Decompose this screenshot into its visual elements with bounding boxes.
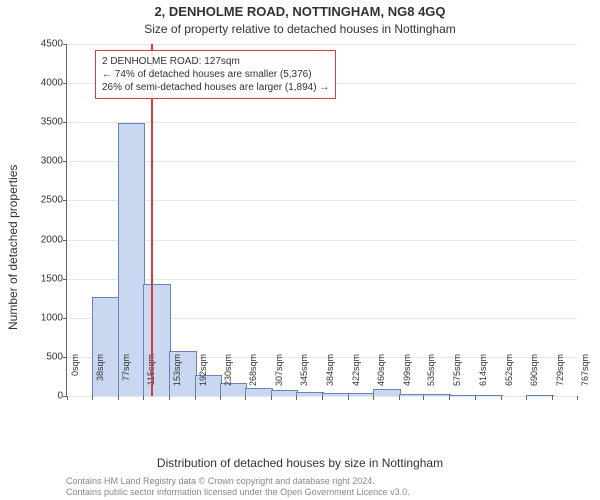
xtick-mark [220, 396, 221, 400]
xtick-label: 38sqm [95, 354, 105, 404]
ytick-mark [63, 240, 67, 241]
xtick-label: 729sqm [555, 354, 565, 404]
xtick-label: 192sqm [198, 354, 208, 404]
xtick-label: 460sqm [376, 354, 386, 404]
xtick-mark [271, 396, 272, 400]
footer-attribution: Contains HM Land Registry data © Crown c… [66, 476, 586, 498]
page-title: 2, DENHOLME ROAD, NOTTINGHAM, NG8 4GQ [0, 4, 600, 19]
ytick-label: 500 [46, 351, 63, 362]
ytick-label: 2000 [41, 234, 63, 245]
gridline [67, 44, 577, 45]
xtick-mark [169, 396, 170, 400]
annotation-line: ← 74% of detached houses are smaller (5,… [102, 68, 329, 81]
xtick-mark [526, 396, 527, 400]
xtick-label: 268sqm [248, 354, 258, 404]
ytick-label: 1500 [41, 273, 63, 284]
ytick-mark [63, 318, 67, 319]
xtick-label: 77sqm [121, 354, 131, 404]
ytick-label: 2500 [41, 195, 63, 206]
annotation-box: 2 DENHOLME ROAD: 127sqm← 74% of detached… [95, 50, 336, 99]
footer-line: Contains HM Land Registry data © Crown c… [66, 476, 375, 486]
ytick-mark [63, 161, 67, 162]
xtick-label: 767sqm [580, 354, 590, 404]
xtick-label: 575sqm [452, 354, 462, 404]
xtick-mark [296, 396, 297, 400]
xtick-label: 499sqm [402, 354, 412, 404]
xtick-label: 614sqm [478, 354, 488, 404]
annotation-line: 26% of semi-detached houses are larger (… [102, 81, 329, 94]
xtick-mark [577, 396, 578, 400]
xtick-label: 652sqm [504, 354, 514, 404]
plot-area: 0500100015002000250030003500400045000sqm… [66, 44, 577, 397]
chart-container: 2, DENHOLME ROAD, NOTTINGHAM, NG8 4GQ Si… [0, 0, 600, 500]
xtick-mark [552, 396, 553, 400]
xtick-mark [92, 396, 93, 400]
ytick-label: 3000 [41, 156, 63, 167]
xtick-mark [501, 396, 502, 400]
chart-subtitle: Size of property relative to detached ho… [0, 22, 600, 36]
xtick-label: 535sqm [426, 354, 436, 404]
xtick-mark [475, 396, 476, 400]
xtick-label: 690sqm [529, 354, 539, 404]
xtick-label: 384sqm [325, 354, 335, 404]
ytick-mark [63, 44, 67, 45]
ytick-mark [63, 122, 67, 123]
xtick-label: 230sqm [223, 354, 233, 404]
ytick-mark [63, 200, 67, 201]
ytick-label: 1000 [41, 312, 63, 323]
ytick-mark [63, 279, 67, 280]
xtick-mark [143, 396, 144, 400]
footer-line: Contains public sector information licen… [66, 487, 410, 497]
xtick-mark [399, 396, 400, 400]
ytick-label: 3500 [41, 117, 63, 128]
xtick-mark [245, 396, 246, 400]
xtick-label: 153sqm [172, 354, 182, 404]
annotation-line: 2 DENHOLME ROAD: 127sqm [102, 55, 329, 68]
xtick-mark [348, 396, 349, 400]
xtick-mark [449, 396, 450, 400]
xtick-mark [322, 396, 323, 400]
xtick-label: 307sqm [274, 354, 284, 404]
xtick-mark [67, 396, 68, 400]
xtick-mark [373, 396, 374, 400]
ytick-mark [63, 357, 67, 358]
xtick-label: 0sqm [70, 354, 80, 404]
ytick-label: 4000 [41, 78, 63, 89]
xtick-mark [195, 396, 196, 400]
y-axis-label: Number of detached properties [6, 65, 20, 230]
ytick-label: 4500 [41, 39, 63, 50]
ytick-mark [63, 83, 67, 84]
xtick-mark [423, 396, 424, 400]
xtick-mark [118, 396, 119, 400]
xtick-label: 422sqm [351, 354, 361, 404]
ytick-label: 0 [57, 391, 63, 402]
xtick-label: 345sqm [299, 354, 309, 404]
x-axis-label: Distribution of detached houses by size … [0, 456, 600, 470]
